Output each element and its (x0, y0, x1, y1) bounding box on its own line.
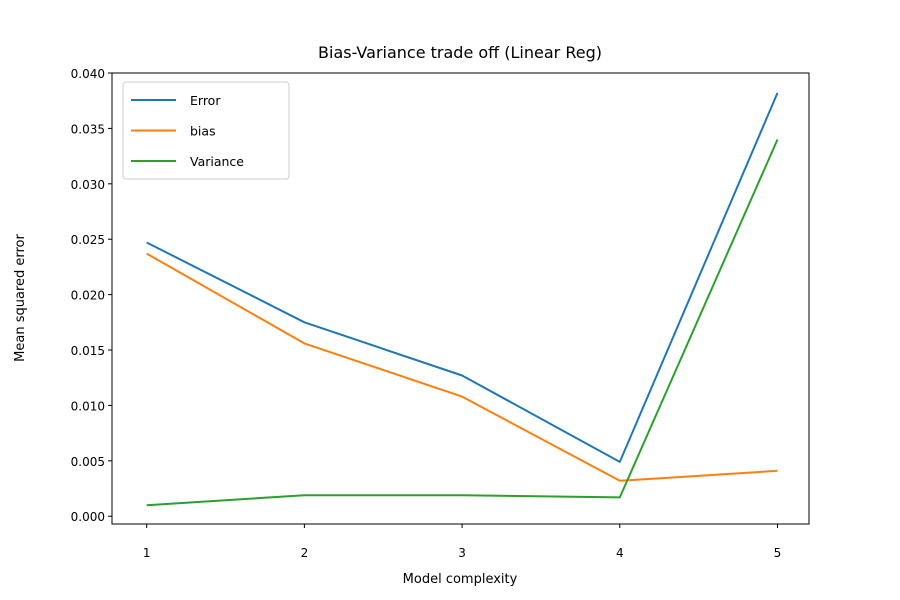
legend-label-variance: Variance (190, 154, 244, 169)
y-tick-label: 0.025 (71, 233, 105, 247)
y-tick-label: 0.020 (71, 289, 105, 303)
x-tick-label: 4 (616, 546, 624, 560)
y-tick-label: 0.005 (71, 455, 105, 469)
y-tick-label: 0.035 (71, 122, 105, 136)
y-tick-label: 0.000 (71, 510, 105, 524)
x-axis-label: Model complexity (403, 572, 518, 587)
x-tick-label: 5 (774, 546, 782, 560)
y-tick-label: 0.040 (71, 67, 105, 81)
legend: Error bias Variance (122, 81, 290, 180)
x-tick-label: 2 (301, 546, 309, 560)
series-line-bias (146, 252, 778, 482)
ticks-layer: 1 2 3 4 5 0.000 0.005 0.010 0.015 0.020 0.025 0.030… (71, 67, 782, 560)
y-axis-label: Mean squared error (13, 234, 28, 362)
y-tick-label: 0.010 (71, 399, 105, 413)
legend-label-bias: bias (190, 124, 216, 139)
plot-frame (111, 72, 810, 525)
legend-box (122, 81, 290, 180)
legend-label-error: Error (190, 93, 221, 108)
series-line-error (146, 92, 779, 463)
x-tick-label: 3 (458, 546, 466, 560)
y-tick-label: 0.030 (71, 178, 105, 192)
chart-title: Bias-Variance trade off (Linear Reg) (318, 43, 602, 62)
x-tick-label: 1 (143, 546, 151, 560)
y-tick-label: 0.015 (71, 344, 105, 358)
series-layer (146, 92, 779, 507)
series-line-variance (146, 139, 779, 507)
